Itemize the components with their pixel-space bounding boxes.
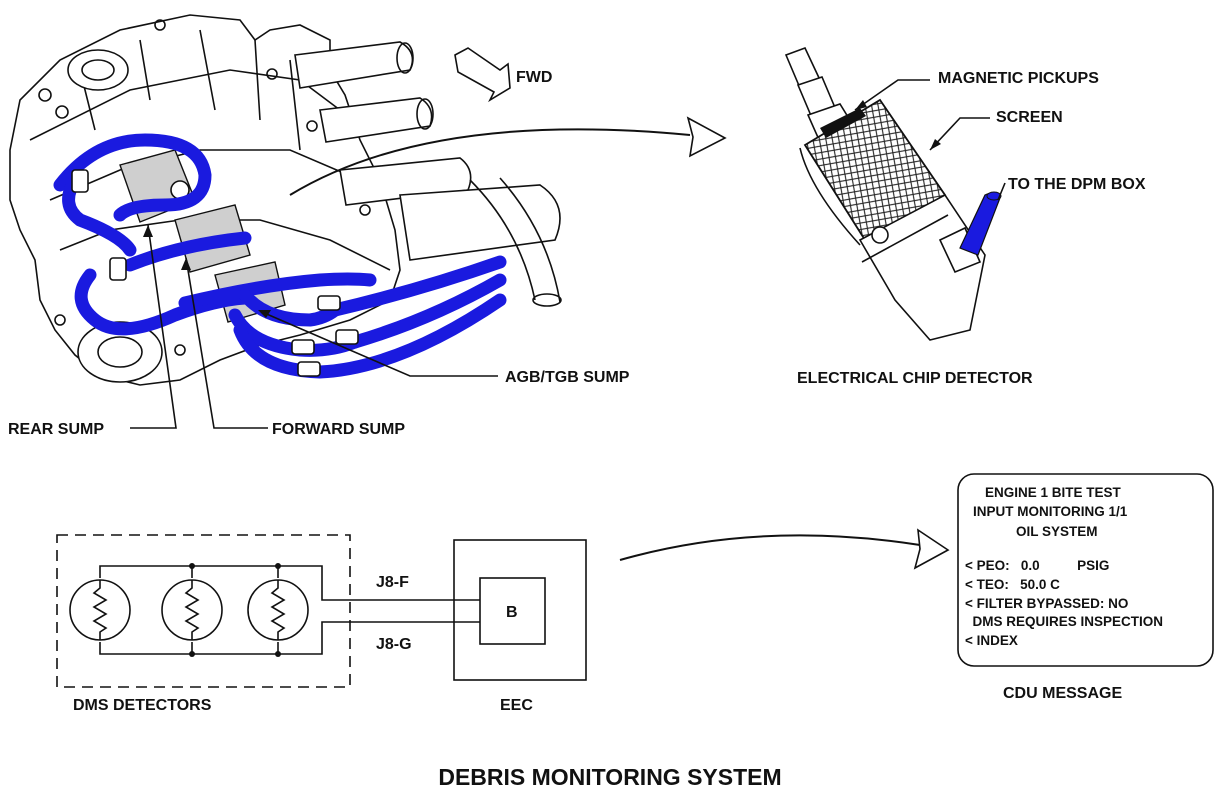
hose-7: [348, 273, 507, 349]
cdu-line: < FILTER BYPASSED: NO: [965, 596, 1128, 611]
forward-sump-label: FORWARD SUMP: [272, 421, 405, 438]
chip-detector-caption: ELECTRICAL CHIP DETECTOR: [797, 370, 1033, 387]
detector-element: [69, 579, 131, 641]
dms-detectors-label: DMS DETECTORS: [73, 697, 212, 714]
cdu-line: DMS REQUIRES INSPECTION: [965, 614, 1163, 629]
hose-5: [178, 272, 377, 310]
cdu-line: ENGINE 1 BITE TEST: [985, 485, 1122, 500]
diagram-title: DEBRIS MONITORING SYSTEM: [438, 764, 781, 790]
hose-2: [62, 173, 137, 257]
detail-arrow-icon: [289, 116, 727, 196]
hose-1: [53, 133, 212, 222]
hose-couplings: [71, 169, 359, 377]
connector-j8g-label: J8-G: [376, 636, 412, 653]
fwd-arrow-icon: [454, 47, 511, 103]
cdu-lines: ENGINE 1 BITE TEST INPUT MONITORING 1/1 …: [965, 485, 1163, 648]
magnetic-pickups-label: MAGNETIC PICKUPS: [938, 70, 1099, 87]
agb-tgb-sump-label: AGB/TGB SUMP: [505, 369, 630, 386]
rear-sump-label: REAR SUMP: [8, 421, 104, 438]
detector-element: [247, 579, 309, 641]
chip-detector-leaders: [854, 79, 1006, 201]
sump-leaders: [130, 224, 498, 429]
fwd-label: FWD: [516, 69, 552, 86]
terminal-b-label: B: [506, 604, 518, 621]
cdu-screen: [957, 473, 1214, 667]
cdu-caption: CDU MESSAGE: [1003, 685, 1122, 702]
detector-element: [161, 579, 223, 641]
engine-illustration: [9, 14, 562, 386]
hose-10: [238, 288, 342, 327]
cdu-arrow-icon: [619, 528, 950, 570]
screen-label: SCREEN: [996, 109, 1063, 126]
cdu-line: OIL SYSTEM: [1016, 524, 1098, 539]
cdu-line: INPUT MONITORING 1/1: [973, 504, 1128, 519]
scavenge-hoses: [53, 133, 507, 379]
to-dpm-box-label: TO THE DPM BOX: [1008, 176, 1146, 193]
eec-label: EEC: [500, 697, 533, 714]
dms-detectors-box: [56, 534, 480, 688]
hose-3: [123, 231, 252, 272]
hose-6: [328, 255, 507, 317]
cdu-line: < INDEX: [965, 633, 1018, 648]
chip-detector-illustration: [784, 46, 1002, 341]
hose-9: [233, 293, 507, 379]
cdu-line: < TEO: 50.0 C: [965, 577, 1060, 592]
cdu-line: < PEO: 0.0 PSIG: [965, 558, 1109, 573]
eec-box: [453, 539, 587, 681]
connector-j8f-label: J8-F: [376, 574, 409, 591]
